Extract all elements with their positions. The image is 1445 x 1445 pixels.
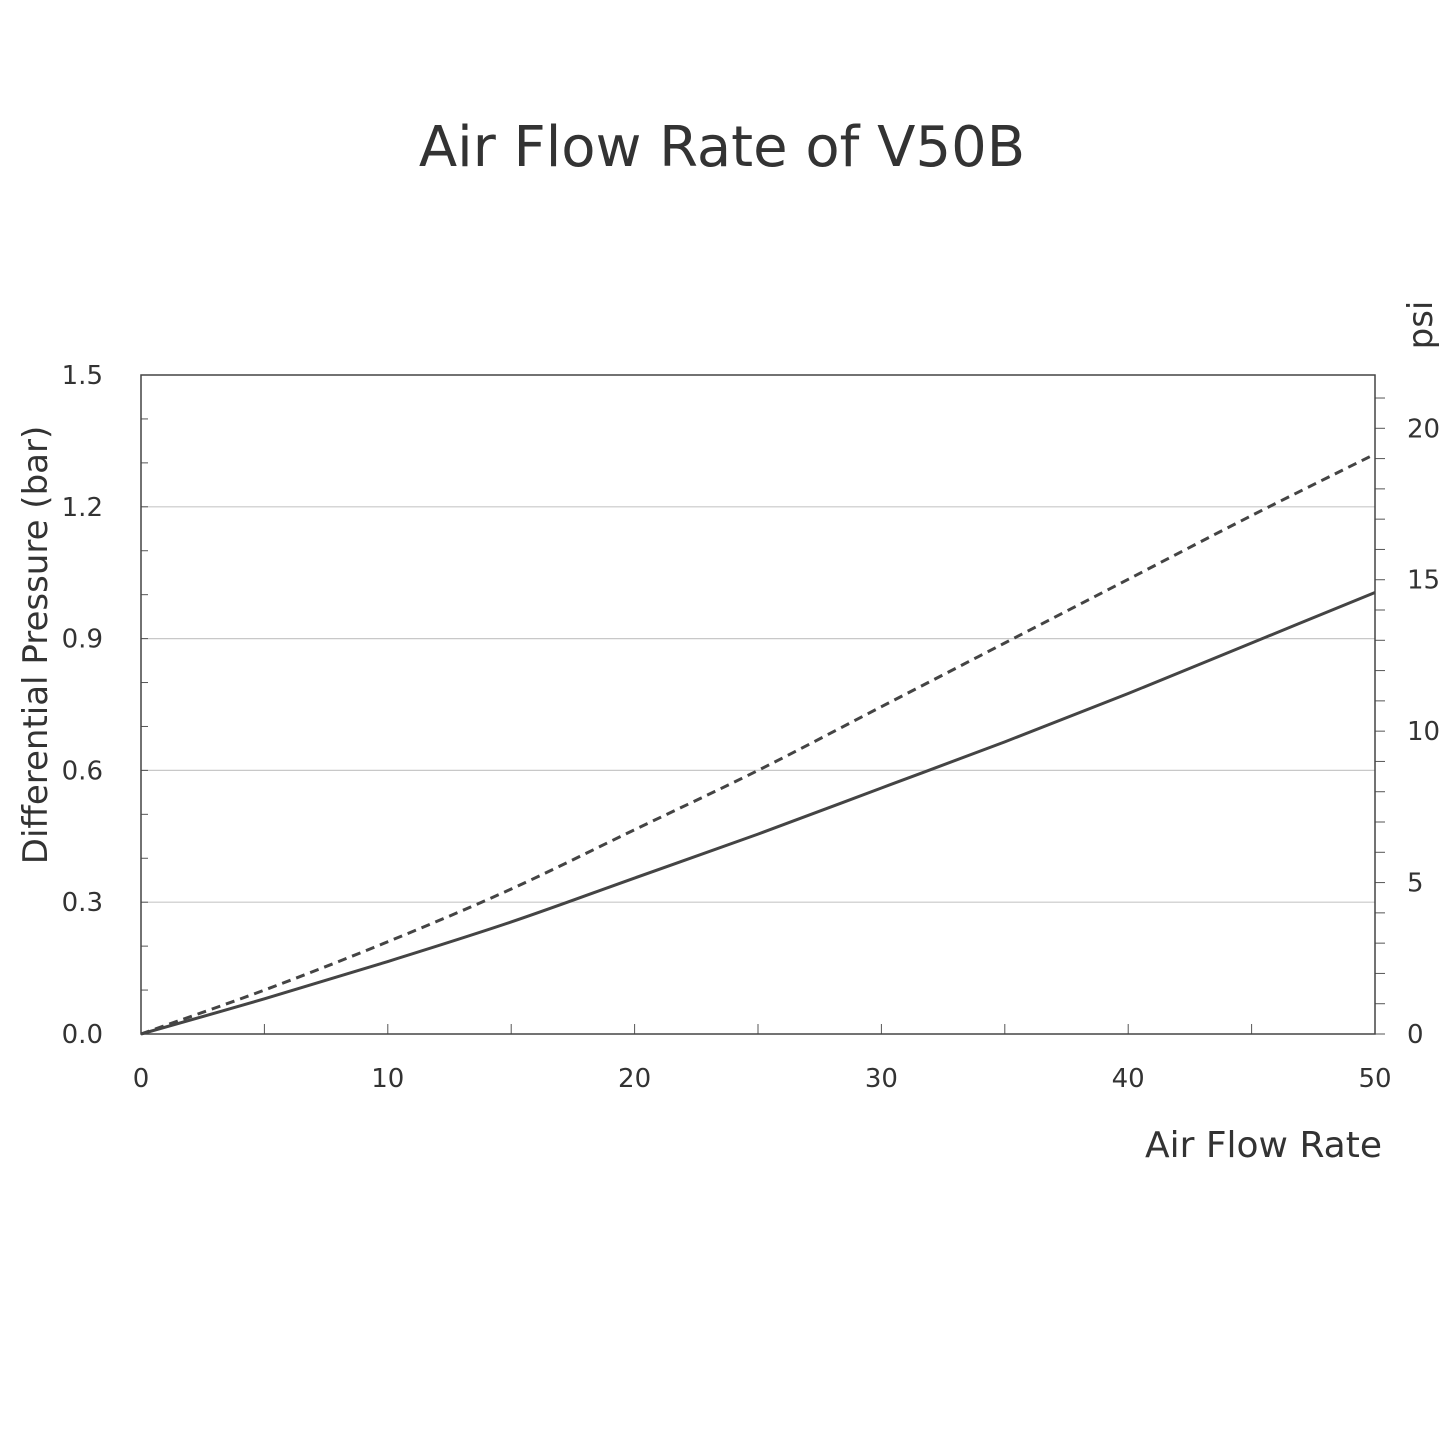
x-axis-label: Air Flow Rate	[1145, 1125, 1382, 1166]
y2-tick-label: 20	[1407, 414, 1440, 444]
y2-tick-label: 0	[1407, 1020, 1424, 1050]
y-tick-label: 0.3	[62, 888, 103, 918]
x-tick-label: 20	[618, 1064, 651, 1094]
series-line-solid	[140, 591, 1376, 1036]
y-tick-label: 0.0	[62, 1020, 103, 1050]
x-tick-label: 50	[1358, 1064, 1391, 1094]
series-line-dashed	[140, 452, 1376, 1036]
plot-frame	[140, 374, 1376, 1035]
chart-title: Air Flow Rate of V50B	[419, 115, 1025, 180]
y-tick-label: 0.9	[62, 625, 103, 655]
x-tick-label: 40	[1112, 1064, 1145, 1094]
x-tick-label: 10	[371, 1064, 404, 1094]
y2-axis-label: psi	[1401, 301, 1441, 350]
y-tick-label: 1.5	[62, 361, 103, 391]
y-tick-label: 1.2	[62, 493, 103, 523]
x-tick-label: 0	[133, 1064, 150, 1094]
y2-tick-label: 10	[1407, 717, 1440, 747]
y-tick-label: 0.6	[62, 756, 103, 786]
y2-tick-label: 5	[1407, 869, 1424, 899]
y2-tick-label: 15	[1407, 566, 1440, 596]
y-axis-label: Differential Pressure (bar)	[16, 426, 56, 864]
x-tick-label: 30	[865, 1064, 898, 1094]
